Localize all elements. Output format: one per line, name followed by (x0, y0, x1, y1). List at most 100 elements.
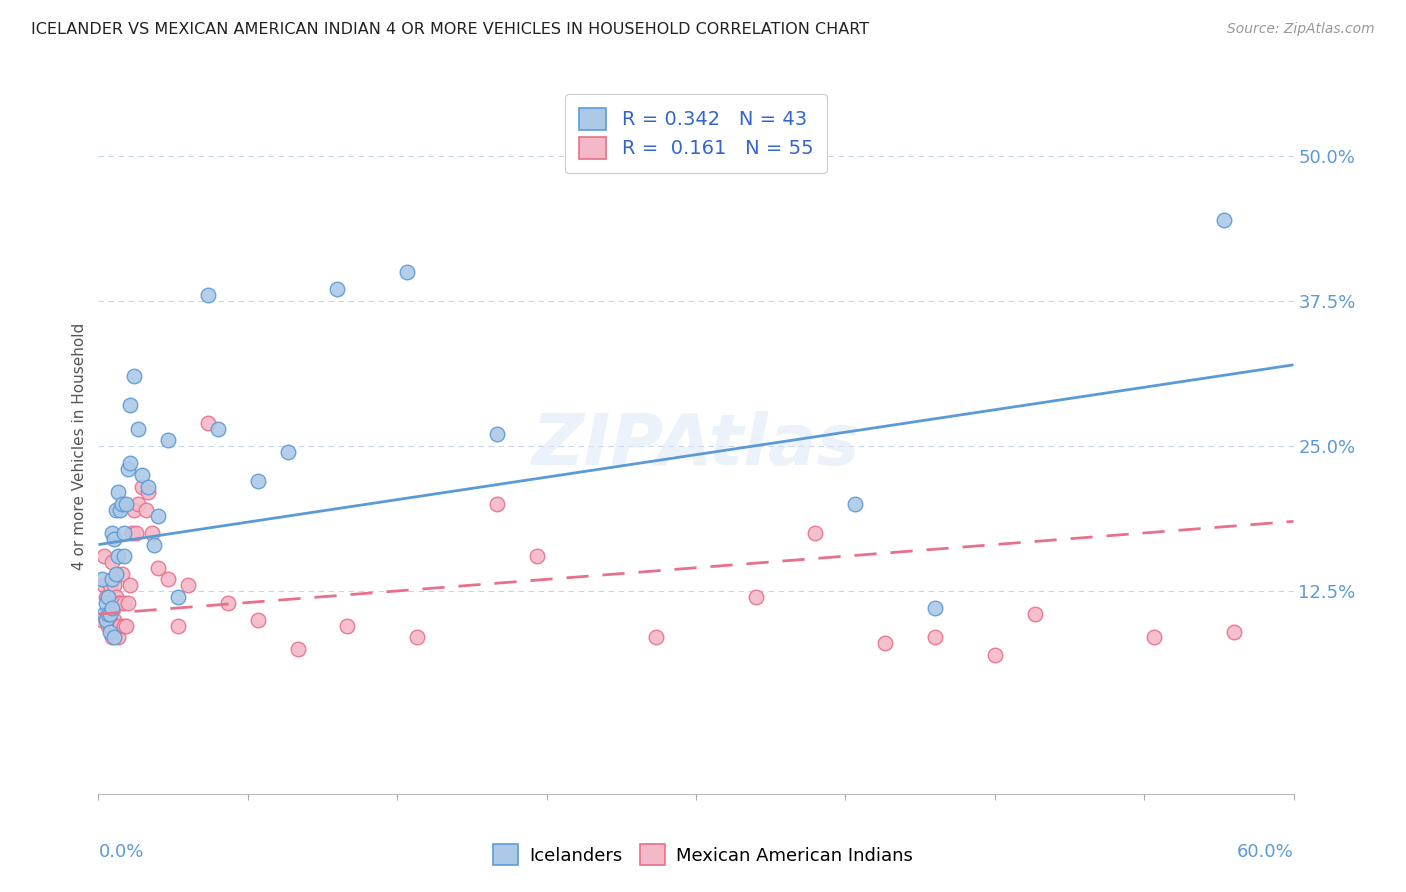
Point (107, 549, 129, 564)
Point (110, 596, 132, 610)
Point (103, 532, 125, 546)
Point (110, 503, 132, 517)
Point (485, 497, 508, 511)
Point (97, 590, 120, 604)
Point (98, 578, 122, 592)
Point (107, 596, 129, 610)
Point (127, 497, 149, 511)
Point (115, 497, 138, 511)
Point (875, 636, 897, 650)
Point (98, 619, 122, 633)
Point (110, 619, 132, 633)
Point (136, 480, 159, 494)
Point (485, 427, 508, 442)
Point (96, 596, 118, 610)
Point (157, 573, 180, 587)
Point (167, 619, 190, 633)
Point (101, 601, 124, 615)
Text: 60.0%: 60.0% (1237, 843, 1294, 861)
Point (101, 630, 124, 644)
Point (127, 422, 149, 436)
Point (117, 462, 139, 476)
Point (131, 467, 153, 482)
Point (121, 526, 143, 541)
Point (406, 630, 429, 644)
Point (107, 630, 129, 644)
Point (396, 265, 419, 279)
Text: ICELANDER VS MEXICAN AMERICAN INDIAN 4 OR MORE VEHICLES IN HOUSEHOLD CORRELATION: ICELANDER VS MEXICAN AMERICAN INDIAN 4 O… (31, 22, 869, 37)
Point (1024, 607, 1046, 622)
Point (96, 613, 118, 627)
Point (115, 619, 138, 633)
Point (93, 607, 115, 622)
Point (197, 288, 219, 302)
Point (924, 630, 946, 644)
Point (93, 549, 115, 564)
Text: 0.0%: 0.0% (98, 843, 143, 861)
Text: ZIPAtlas: ZIPAtlas (531, 411, 860, 481)
Point (97, 590, 120, 604)
Point (120, 457, 142, 471)
Point (93, 578, 115, 592)
Point (1223, 624, 1246, 639)
Point (745, 590, 768, 604)
Point (101, 526, 124, 541)
Point (326, 283, 349, 297)
Legend: R = 0.342   N = 43, R =  0.161   N = 55: R = 0.342 N = 43, R = 0.161 N = 55 (565, 94, 827, 173)
Point (97, 607, 120, 622)
Point (207, 422, 229, 436)
Point (111, 566, 134, 581)
Point (97, 619, 120, 633)
Point (645, 630, 668, 644)
Point (143, 537, 166, 551)
Point (120, 399, 142, 413)
Legend: Icelanders, Mexican American Indians: Icelanders, Mexican American Indians (485, 837, 921, 872)
Point (91, 573, 114, 587)
Point (246, 613, 269, 627)
Point (105, 503, 128, 517)
Point (112, 596, 135, 610)
Point (197, 416, 219, 430)
Point (101, 573, 124, 587)
Point (924, 601, 946, 615)
Point (103, 613, 125, 627)
Point (105, 590, 128, 604)
Point (136, 485, 159, 500)
Point (277, 445, 299, 458)
Point (98, 607, 122, 622)
Point (112, 526, 135, 541)
Point (91, 613, 114, 627)
Point (112, 549, 135, 564)
Point (124, 503, 146, 517)
Point (804, 526, 827, 541)
Point (101, 555, 124, 569)
Point (111, 497, 134, 511)
Point (167, 590, 190, 604)
Point (217, 596, 239, 610)
Point (125, 526, 148, 541)
Point (107, 485, 129, 500)
Point (112, 619, 135, 633)
Point (96, 613, 118, 627)
Point (246, 474, 269, 488)
Point (844, 497, 866, 511)
Point (120, 578, 142, 592)
Point (148, 508, 170, 523)
Point (157, 434, 180, 448)
Point (148, 561, 170, 575)
Point (103, 578, 125, 592)
Text: Source: ZipAtlas.com: Source: ZipAtlas.com (1227, 22, 1375, 37)
Point (1143, 630, 1166, 644)
Point (131, 480, 153, 494)
Point (105, 566, 128, 581)
Point (103, 630, 125, 644)
Point (287, 642, 309, 657)
Point (124, 369, 146, 384)
Point (135, 503, 157, 517)
Point (1212, 213, 1234, 227)
Point (141, 526, 163, 541)
Y-axis label: 4 or more Vehicles in Household: 4 or more Vehicles in Household (72, 322, 87, 570)
Point (117, 596, 139, 610)
Point (177, 578, 200, 592)
Point (526, 549, 548, 564)
